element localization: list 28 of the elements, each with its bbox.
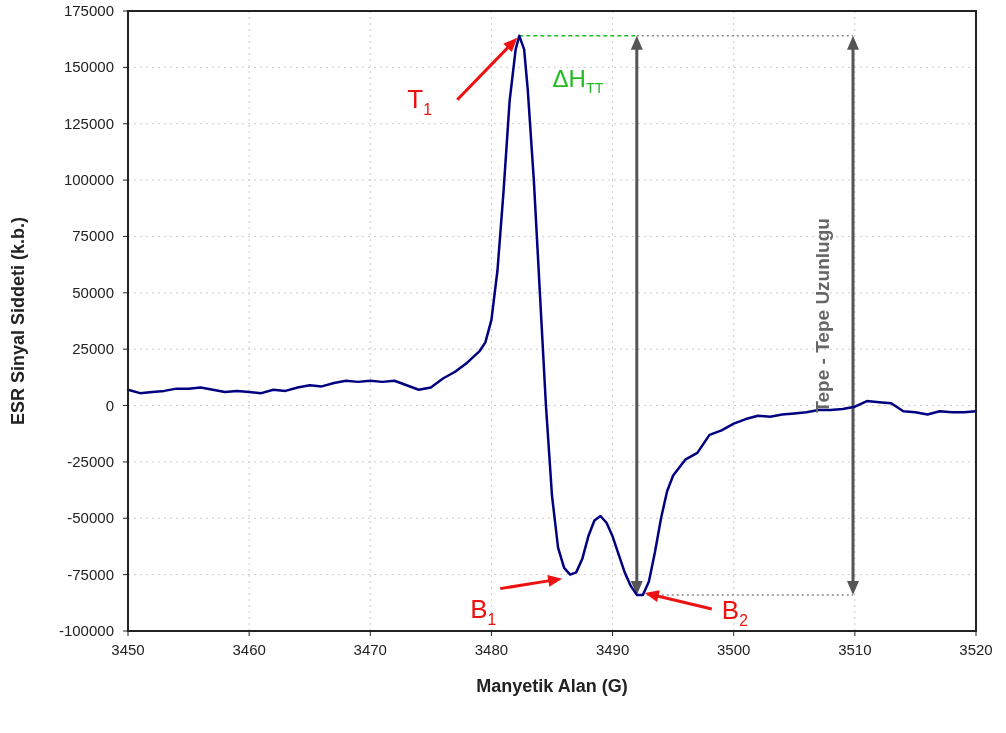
annotation: Tepe - Tepe Uzunlugu xyxy=(812,218,833,413)
annotation: T$_{1}$ xyxy=(407,83,432,118)
line-series xyxy=(126,34,978,597)
x-tick-label: 3470 xyxy=(353,641,387,658)
x-tick-label: 3500 xyxy=(717,641,751,658)
y-tick-label: -25000 xyxy=(67,452,114,470)
y-tick-label: 25000 xyxy=(72,340,114,358)
annotation: ΔH$_{TT}$ xyxy=(552,64,604,97)
x-tick-label: 3480 xyxy=(474,641,509,658)
x-tick-label: 3510 xyxy=(838,641,872,658)
y-tick-label: 125000 xyxy=(63,114,114,132)
y-tick-label: 150000 xyxy=(63,58,114,76)
y-tick-label: 0 xyxy=(105,396,114,414)
x-tick-label: 3520 xyxy=(959,641,993,658)
y-axis-title: ESR Sinyal Siddeti (k.b.) xyxy=(8,216,28,426)
x-tick-label: 3450 xyxy=(111,641,145,658)
x-axis-title: Manyetik Alan (G) xyxy=(476,676,628,696)
y-tick-label: -50000 xyxy=(67,509,114,527)
x-tick-label: 3490 xyxy=(595,641,630,658)
y-tick-label: 75000 xyxy=(72,227,114,245)
y-tick-label: 50000 xyxy=(72,283,114,301)
annotation: B$_{1}$ xyxy=(470,593,497,628)
annotation: B$_{2}$ xyxy=(721,594,748,630)
y-tick-label: 100000 xyxy=(63,171,114,189)
y-tick-label: 175000 xyxy=(63,2,114,19)
y-tick-label: -75000 xyxy=(67,565,114,583)
x-tick-label: 3460 xyxy=(232,641,266,658)
y-tick-label: -100000 xyxy=(58,622,114,639)
